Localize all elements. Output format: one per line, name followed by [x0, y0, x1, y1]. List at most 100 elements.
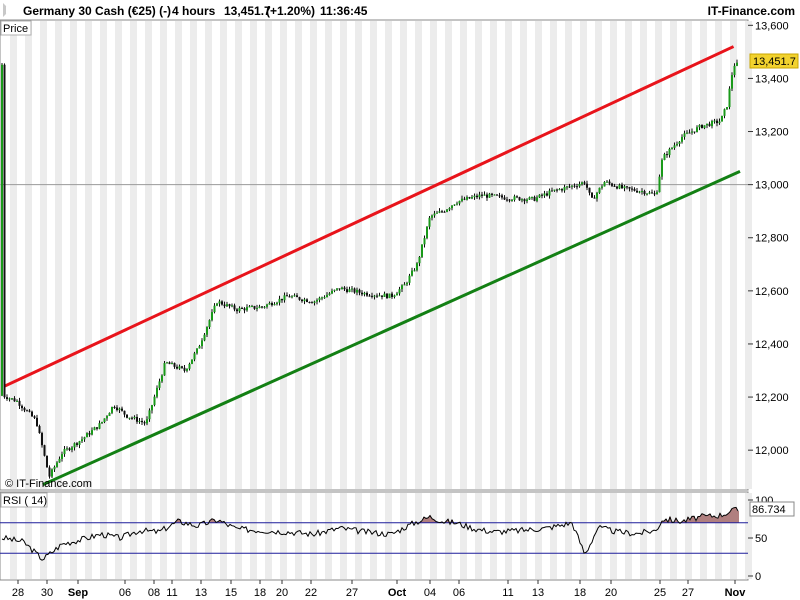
candle-body: [211, 312, 213, 321]
rsi-band: [430, 493, 437, 579]
candle-body: [593, 197, 596, 199]
candle-body: [668, 148, 671, 156]
price-band: [475, 21, 482, 489]
rsi-band: [505, 493, 512, 579]
candle-body: [263, 306, 266, 308]
candle-body: [396, 293, 398, 296]
candle-body: [206, 327, 208, 335]
candle-body: [243, 308, 246, 311]
candle-body: [273, 304, 276, 306]
rsi-band: [280, 493, 287, 579]
candle-body: [226, 304, 228, 307]
candle-body: [83, 437, 86, 440]
candle-body: [531, 196, 533, 198]
candle-body: [203, 334, 206, 341]
candle-body: [111, 406, 113, 413]
x-tick-label: 11: [502, 587, 513, 599]
candle-body: [318, 297, 321, 301]
candle-body: [141, 420, 143, 423]
candle-body: [411, 270, 413, 276]
rsi-band: [535, 493, 542, 579]
candle-body: [588, 187, 591, 193]
candle-body: [128, 417, 131, 419]
candle-body: [53, 466, 56, 470]
candle-body: [3, 64, 6, 398]
candle-body: [246, 307, 248, 311]
candle-body: [466, 197, 468, 200]
price-y-tick-label: 13,400: [755, 73, 789, 85]
x-tick-label: 27: [346, 587, 358, 599]
rsi-band: [190, 493, 197, 579]
candle-body: [628, 187, 631, 189]
candle-body: [286, 295, 288, 297]
candle-body: [271, 303, 273, 306]
rsi-band: [175, 493, 182, 579]
candle-body: [378, 295, 381, 297]
candle-body: [501, 195, 503, 198]
candle-body: [488, 193, 491, 198]
candle-body: [198, 346, 201, 349]
x-tick-label: 06: [119, 587, 131, 599]
rsi-band: [40, 493, 47, 579]
price-band: [625, 21, 632, 489]
x-tick-label: Nov: [725, 587, 747, 599]
candle-body: [711, 120, 713, 127]
candle-body: [78, 441, 81, 445]
candle-body: [91, 430, 93, 435]
price-band: [190, 21, 197, 489]
candle-body: [526, 199, 528, 202]
price-band: [55, 21, 62, 489]
x-tick-label: 27: [682, 587, 694, 599]
candle-body: [38, 426, 41, 434]
price-band: [385, 21, 392, 489]
candle-body: [8, 398, 11, 400]
price-band: [70, 21, 77, 489]
x-tick-label: 13: [532, 587, 544, 599]
x-tick-label: Oct: [388, 587, 407, 599]
candle-body: [563, 187, 566, 191]
x-tick-label: 15: [225, 587, 237, 599]
candle-body: [343, 287, 346, 290]
candle-body: [461, 198, 463, 201]
price-band: [295, 21, 302, 489]
candle-body: [561, 189, 563, 191]
candle-body: [451, 205, 453, 209]
candle-body: [338, 288, 341, 290]
candle-body: [436, 212, 438, 214]
candle-body: [646, 193, 648, 195]
rsi-band: [550, 493, 557, 579]
candle-body: [73, 443, 76, 448]
candle-body: [598, 187, 601, 193]
price-band: [235, 21, 242, 489]
candle-body: [363, 292, 366, 295]
upper-channel-line: [3, 45, 735, 388]
candle-body: [326, 294, 328, 298]
x-axis: 28 30 Sep 06 08 11 13 15 18 20 22 27 Oct 04 06 11 13 18 20…: [0, 579, 748, 599]
candle-body: [186, 368, 188, 371]
price-band: [250, 21, 257, 489]
candle-body: [403, 284, 406, 286]
rsi-band: [490, 493, 497, 579]
candle-body: [618, 184, 621, 189]
candle-body: [651, 192, 653, 194]
candle-body: [431, 215, 433, 218]
price-band: [130, 21, 137, 489]
candle-body: [201, 340, 203, 347]
header-arrow-icon[interactable]: [3, 3, 12, 17]
candle-body: [726, 107, 728, 110]
candle-body: [66, 448, 68, 450]
candle-body: [31, 411, 33, 417]
rsi-band: [385, 493, 392, 579]
candle-body: [143, 422, 146, 424]
candle-body: [346, 289, 348, 292]
price-band: [430, 21, 437, 489]
rsi-band: [130, 493, 137, 579]
candle-body: [178, 366, 181, 369]
candle-body: [438, 211, 441, 213]
rsi-band: [205, 493, 212, 579]
candle-body: [278, 298, 281, 303]
candle-body: [573, 185, 576, 187]
candle-body: [168, 362, 171, 365]
